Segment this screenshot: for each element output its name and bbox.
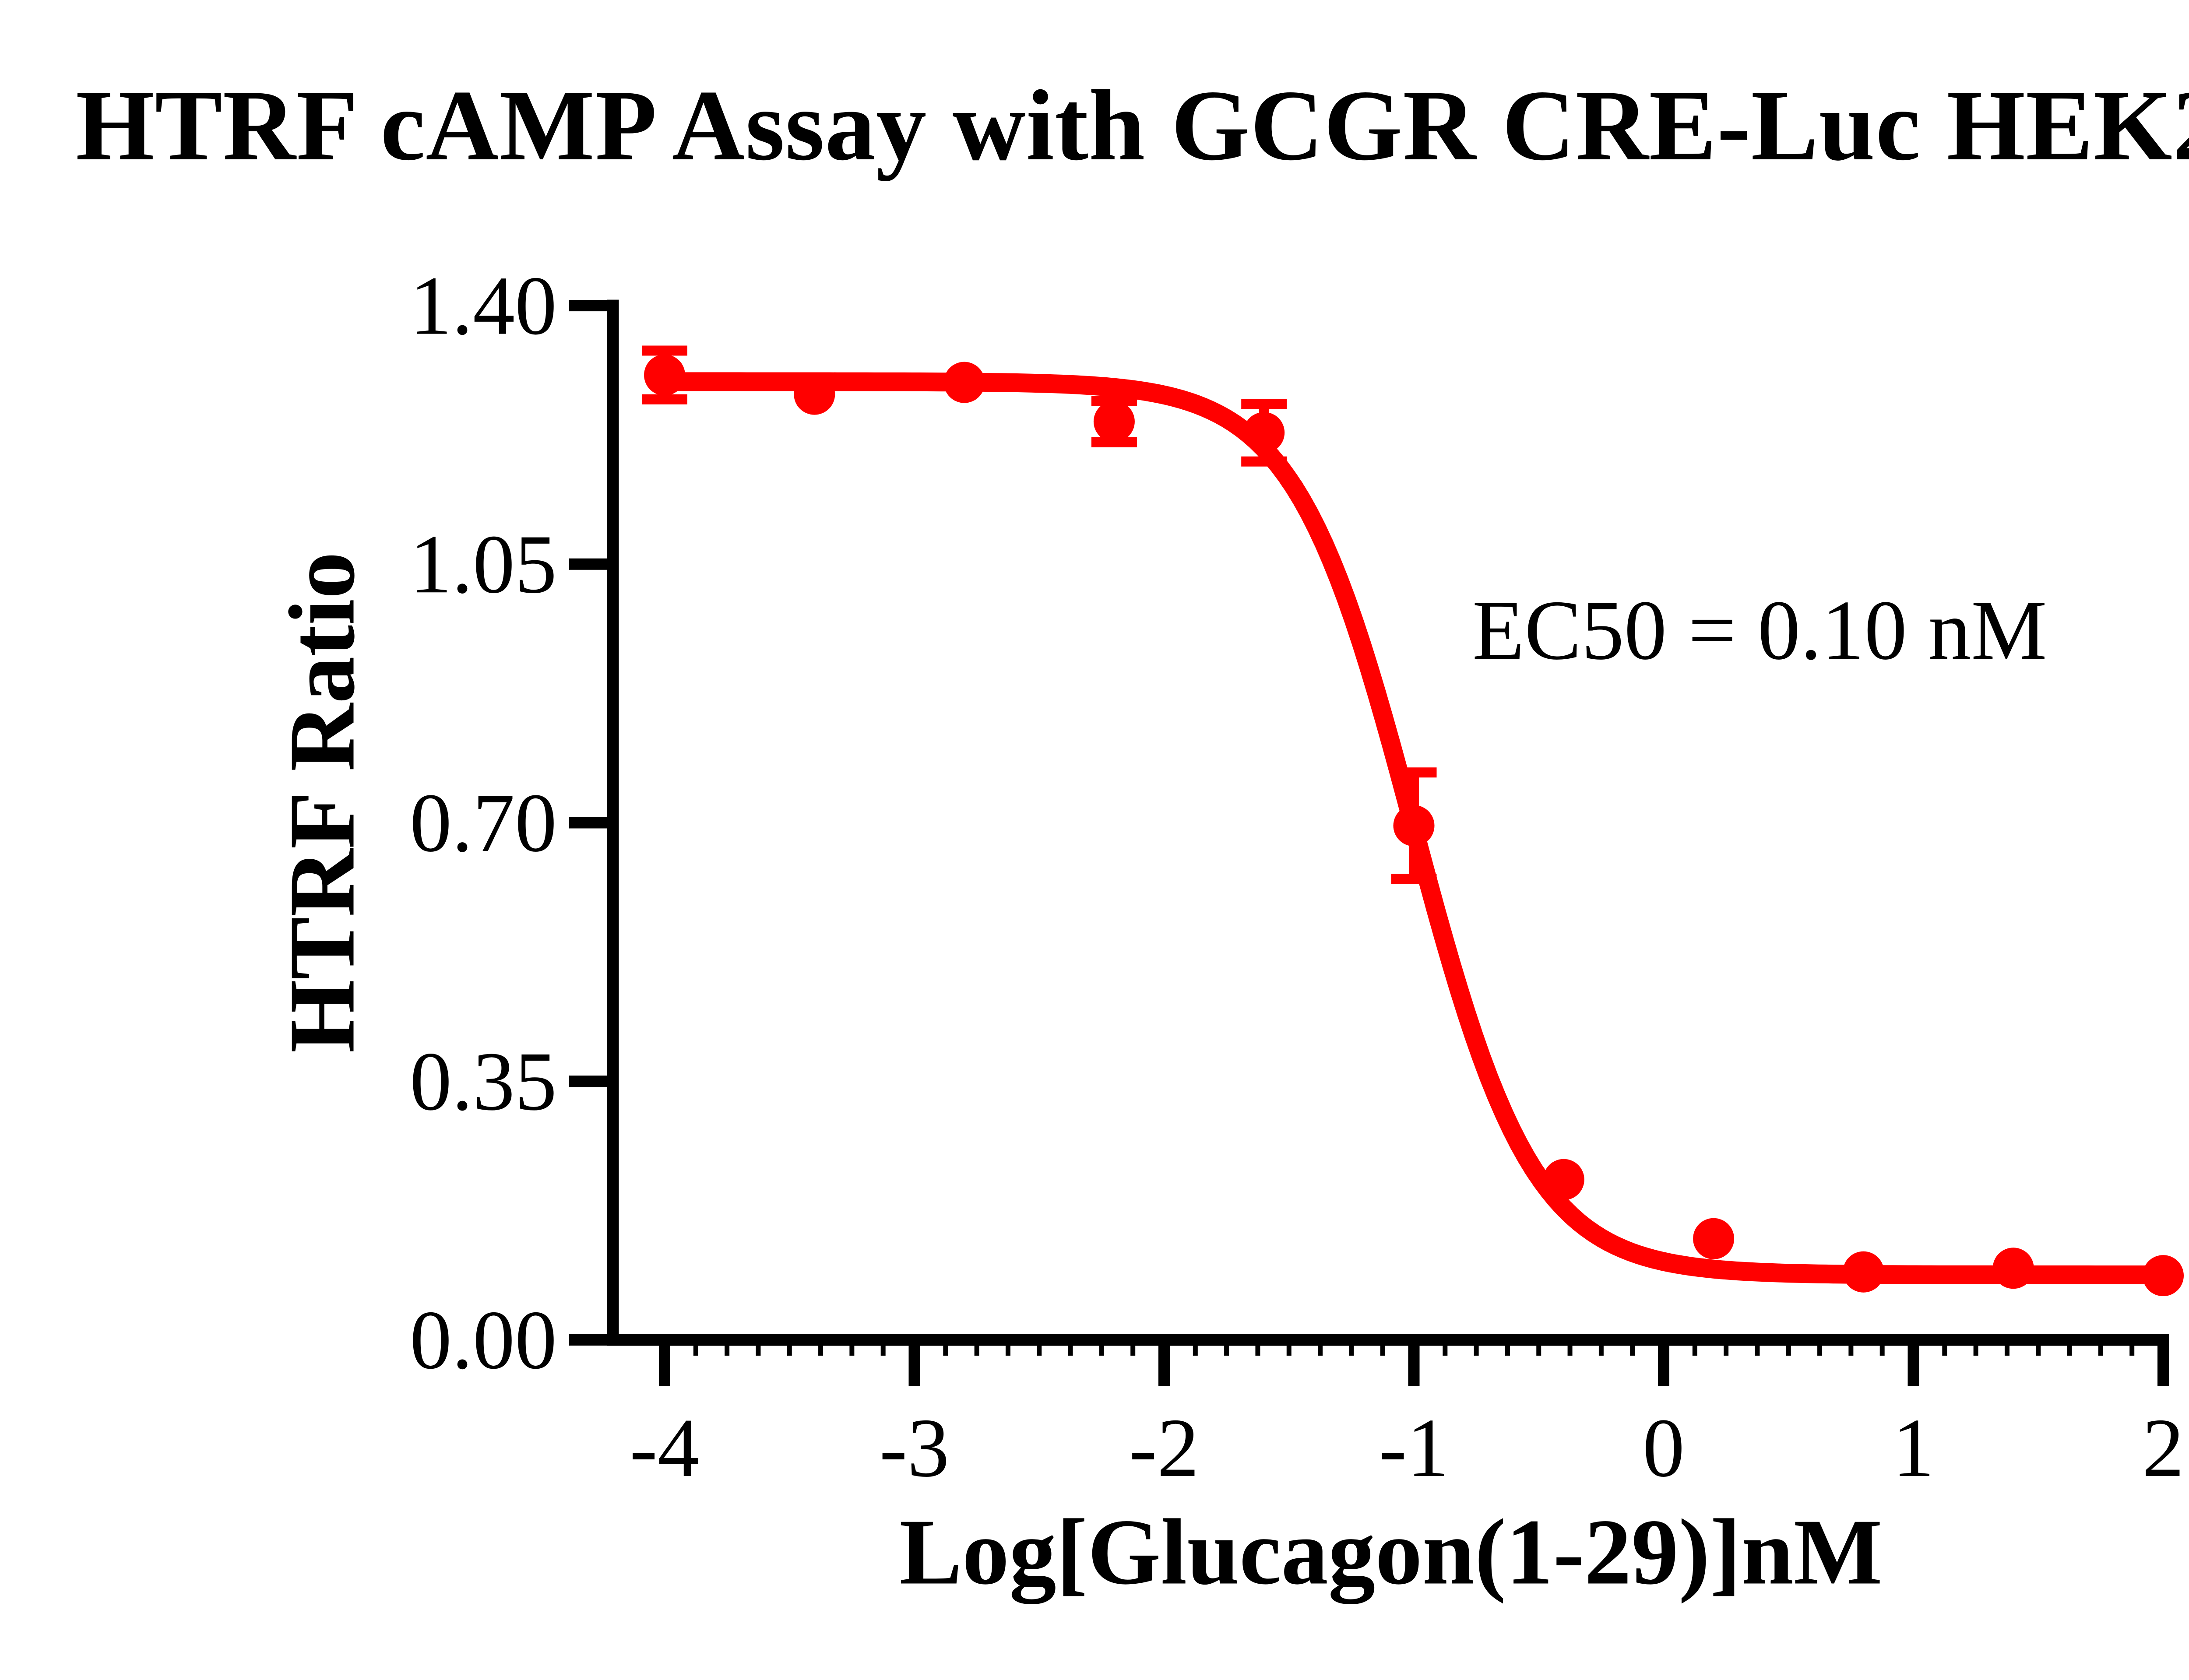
- x-tick-label: 2: [2142, 1401, 2184, 1494]
- data-point: [1992, 1248, 2034, 1289]
- data-point: [1093, 401, 1135, 443]
- x-tick-label: -4: [630, 1401, 700, 1494]
- x-tick-label: -1: [1379, 1401, 1449, 1494]
- data-point: [1843, 1251, 1884, 1293]
- data-point: [1543, 1159, 1584, 1200]
- y-axis-title: HTRF Ratio: [269, 552, 374, 1053]
- data-point: [1243, 412, 1285, 453]
- x-tick-label: 1: [1893, 1401, 1935, 1494]
- data-point: [943, 362, 985, 403]
- chart-title: HTRF cAMP Assay with GCGR CRE-Luc HEK293…: [76, 69, 2189, 181]
- y-tick-label: 0.35: [410, 1035, 557, 1128]
- x-axis-title: Log[Glucagon(1-29)]nM: [899, 1499, 1883, 1604]
- y-tick-label: 1.40: [410, 259, 557, 352]
- y-tick-label: 0.00: [410, 1293, 557, 1387]
- data-point: [794, 373, 835, 415]
- x-tick-label: -2: [1129, 1401, 1199, 1494]
- x-tick-label: -3: [880, 1401, 950, 1494]
- data-point: [2143, 1255, 2184, 1297]
- y-tick-label: 0.70: [410, 776, 557, 869]
- data-point: [1393, 805, 1435, 847]
- ec50-annotation: EC50 = 0.10 nM: [1472, 583, 2047, 678]
- x-tick-label: 0: [1643, 1401, 1685, 1494]
- data-point: [1693, 1218, 1735, 1259]
- data-point: [644, 354, 685, 396]
- y-tick-label: 1.05: [410, 517, 557, 611]
